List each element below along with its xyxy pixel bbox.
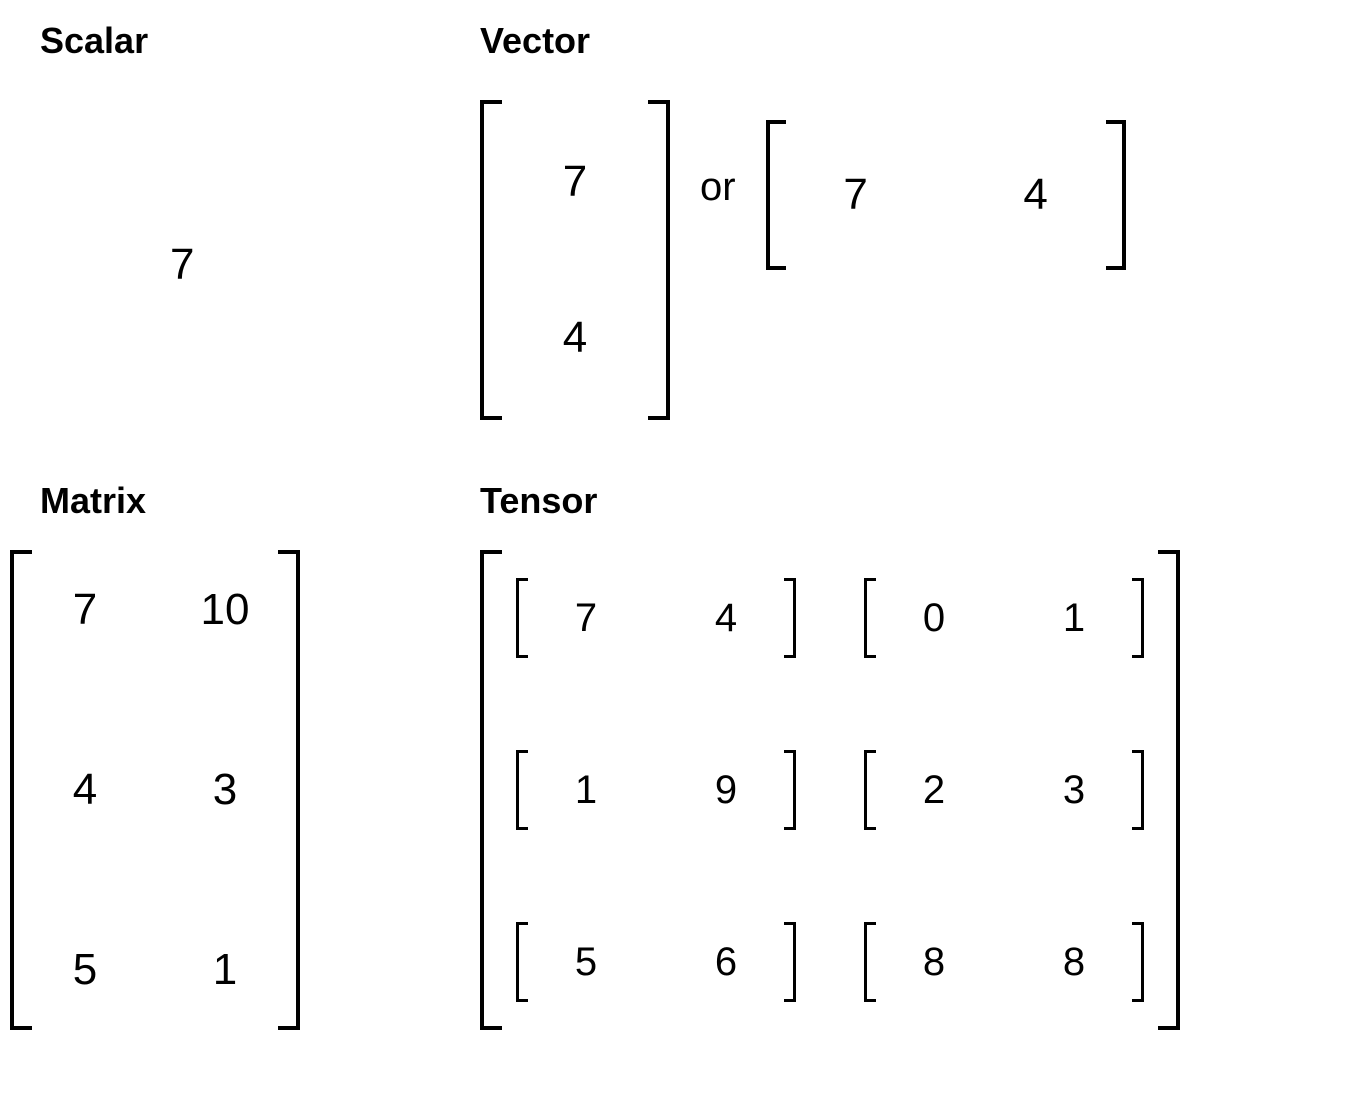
column-vector: 7 4 bbox=[480, 100, 670, 420]
row-vector: 7 4 bbox=[766, 120, 1126, 270]
matrix-heading: Matrix bbox=[40, 480, 480, 522]
matrix-cell: 1 bbox=[190, 945, 260, 995]
tensor-cell: 9 bbox=[715, 768, 737, 813]
matrix-cell: 5 bbox=[50, 945, 120, 995]
tensor-cell: 1 bbox=[1063, 596, 1085, 641]
matrix-area: 7 10 4 3 5 1 bbox=[10, 550, 300, 1030]
or-label: or bbox=[700, 165, 736, 210]
tensor-sub: 2 3 bbox=[864, 750, 1144, 830]
matrix-panel: Matrix 7 10 4 3 5 1 bbox=[40, 480, 480, 1100]
diagram-page: Scalar 7 Vector 7 4 or 7 4 Matrix 7 10 bbox=[0, 0, 1364, 1088]
tensor-cell: 2 bbox=[923, 768, 945, 813]
tensor-sub: 5 6 bbox=[516, 922, 796, 1002]
scalar-value: 7 bbox=[170, 240, 194, 290]
tensor-cell: 0 bbox=[923, 596, 945, 641]
vector-panel: Vector 7 4 or 7 4 bbox=[480, 20, 1364, 480]
row-vector-value: 4 bbox=[1023, 173, 1047, 217]
tensor-cell: 4 bbox=[715, 596, 737, 641]
row-vector-value: 7 bbox=[843, 173, 867, 217]
matrix-cell: 4 bbox=[50, 765, 120, 815]
tensor-cell: 5 bbox=[575, 940, 597, 985]
tensor-row: 1 9 2 3 bbox=[516, 750, 1144, 830]
column-vector-value: 4 bbox=[563, 316, 587, 360]
column-vector-value: 7 bbox=[563, 160, 587, 204]
tensor-sub: 1 9 bbox=[516, 750, 796, 830]
matrix-row: 7 10 bbox=[50, 585, 260, 635]
matrix-row: 4 3 bbox=[50, 765, 260, 815]
tensor-cell: 8 bbox=[1063, 940, 1085, 985]
matrix-bracket: 7 10 4 3 5 1 bbox=[10, 550, 300, 1030]
vector-area: 7 4 or 7 4 bbox=[480, 100, 1126, 420]
tensor-sub: 7 4 bbox=[516, 578, 796, 658]
tensor-heading: Tensor bbox=[480, 480, 1364, 522]
scalar-panel: Scalar 7 bbox=[40, 20, 480, 480]
matrix-cell: 3 bbox=[190, 765, 260, 815]
tensor-cell: 7 bbox=[575, 596, 597, 641]
tensor-sub: 8 8 bbox=[864, 922, 1144, 1002]
tensor-area: 7 4 0 1 1 9 2 3 bbox=[480, 550, 1180, 1030]
tensor-cell: 1 bbox=[575, 768, 597, 813]
scalar-heading: Scalar bbox=[40, 20, 480, 62]
tensor-cell: 6 bbox=[715, 940, 737, 985]
matrix-cell: 7 bbox=[50, 585, 120, 635]
tensor-outer-bracket: 7 4 0 1 1 9 2 3 bbox=[480, 550, 1180, 1030]
tensor-panel: Tensor 7 4 0 1 1 9 bbox=[480, 480, 1364, 1100]
matrix-row: 5 1 bbox=[50, 945, 260, 995]
tensor-row: 5 6 8 8 bbox=[516, 922, 1144, 1002]
matrix-cell: 10 bbox=[190, 585, 260, 635]
tensor-sub: 0 1 bbox=[864, 578, 1144, 658]
tensor-cell: 8 bbox=[923, 940, 945, 985]
tensor-row: 7 4 0 1 bbox=[516, 578, 1144, 658]
tensor-cell: 3 bbox=[1063, 768, 1085, 813]
vector-heading: Vector bbox=[480, 20, 1364, 62]
